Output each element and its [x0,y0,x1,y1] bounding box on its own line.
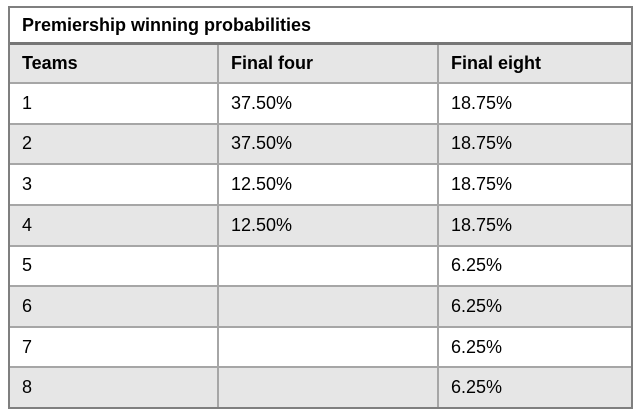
table-header-row: Teams Final four Final eight [10,45,631,84]
table-row: 8 6.25% [10,368,631,407]
table-row: 6 6.25% [10,287,631,328]
team-cell: 5 [22,255,33,276]
table-row: 4 12.50% 18.75% [10,205,631,247]
final-eight-cell: 6.25% [437,287,631,326]
final-four-cell [217,287,437,326]
team-cell: 4 [22,214,33,235]
final-eight-cell: 6.25% [437,246,631,286]
final-four-cell: 37.50% [217,124,437,164]
final-eight-cell: 18.75% [437,165,631,204]
probabilities-table: Premiership winning probabilities Teams … [8,6,633,409]
column-header-teams: Teams [22,53,78,73]
table-title-row: Premiership winning probabilities [10,8,631,45]
table-row: 1 37.50% 18.75% [10,84,631,125]
team-cell: 7 [22,336,33,357]
final-eight-cell: 6.25% [437,368,631,407]
table-row: 3 12.50% 18.75% [10,165,631,206]
final-eight-cell: 18.75% [437,205,631,245]
final-eight-cell: 18.75% [437,84,631,123]
final-four-cell [217,368,437,407]
final-eight-cell: 6.25% [437,327,631,367]
final-four-cell [217,246,437,286]
team-cell: 1 [22,92,33,113]
team-cell: 6 [22,295,33,316]
final-four-cell: 12.50% [217,165,437,204]
team-cell: 3 [22,174,33,195]
final-four-cell: 37.50% [217,84,437,123]
final-four-cell: 12.50% [217,205,437,245]
column-header-final-four: Final four [217,45,437,82]
table-title: Premiership winning probabilities [22,14,312,35]
table-row: 5 6.25% [10,246,631,288]
column-header-final-eight: Final eight [437,45,631,82]
table-row: 7 6.25% [10,327,631,369]
team-cell: 2 [22,133,33,154]
final-four-cell [217,327,437,367]
final-eight-cell: 18.75% [437,124,631,164]
team-cell: 8 [22,377,33,398]
table-row: 2 37.50% 18.75% [10,124,631,166]
